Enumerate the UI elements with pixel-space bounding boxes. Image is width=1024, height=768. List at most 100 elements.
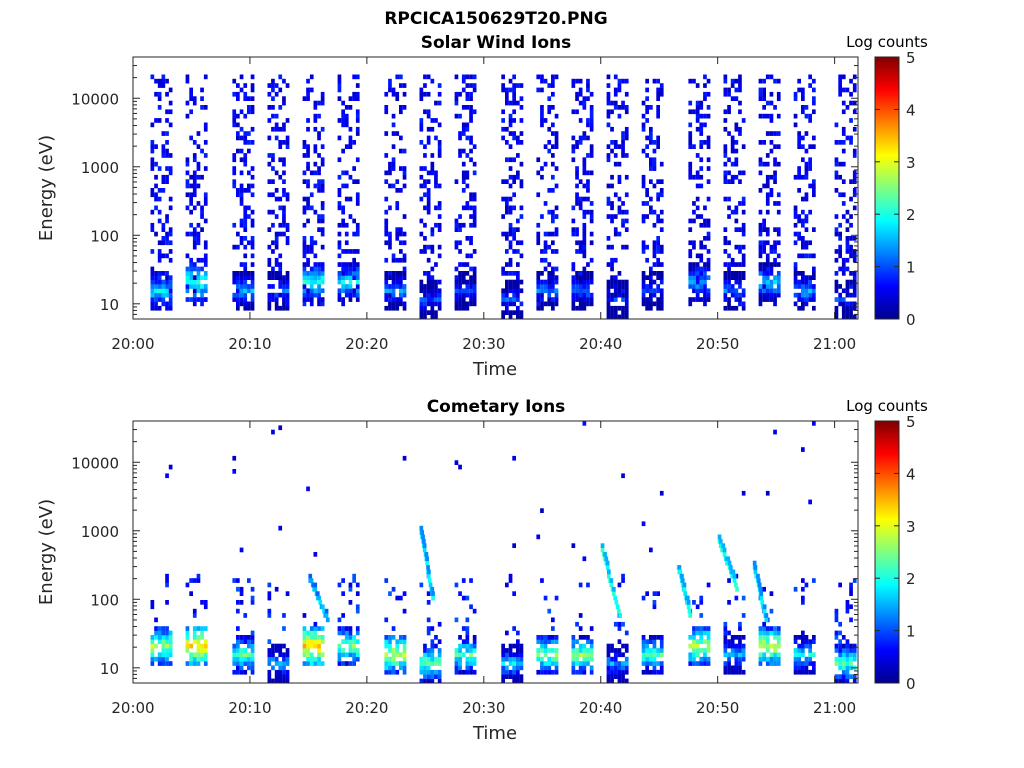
heatmap-cell xyxy=(271,249,275,254)
heatmap-cell xyxy=(236,292,240,298)
colorbar-title: Log counts xyxy=(846,397,928,415)
heatmap-cell xyxy=(501,669,505,675)
heatmap-cell xyxy=(586,196,590,202)
heatmap-cell xyxy=(271,126,275,132)
heatmap-cell xyxy=(388,635,392,640)
x-tick-label: 20:30 xyxy=(462,335,505,353)
heatmap-cell xyxy=(659,301,664,307)
heatmap-cell xyxy=(236,586,240,592)
heatmap-cell xyxy=(695,630,700,636)
heatmap-cell xyxy=(617,174,622,180)
heatmap-cell xyxy=(399,639,403,644)
heatmap-cell xyxy=(571,292,576,298)
heatmap-cell xyxy=(801,240,805,246)
heatmap-cell xyxy=(610,214,614,219)
heatmap-cell xyxy=(250,639,255,644)
heatmap-cell xyxy=(762,639,766,644)
heatmap-cell xyxy=(762,292,766,298)
heatmap-cell xyxy=(586,656,590,662)
heatmap-cell xyxy=(469,91,473,97)
colorbar-tick-label: 4 xyxy=(906,101,916,119)
heatmap-cell xyxy=(189,266,193,272)
heatmap-cell xyxy=(434,100,438,106)
heatmap-cell xyxy=(659,192,664,198)
heatmap-cell xyxy=(699,131,704,136)
heatmap-cell xyxy=(426,301,431,307)
heatmap-cell xyxy=(849,244,853,250)
heatmap-cell xyxy=(267,292,272,298)
heatmap-cell xyxy=(437,91,442,97)
heatmap-cell xyxy=(699,166,704,171)
heatmap-cell xyxy=(589,665,594,671)
heatmap-cell xyxy=(801,135,805,141)
heatmap-cell xyxy=(645,661,649,666)
heatmap-cell xyxy=(703,113,707,119)
heatmap-cell xyxy=(341,613,345,618)
heatmap-cell xyxy=(617,113,622,119)
heatmap-cell xyxy=(738,284,742,289)
heatmap-cell xyxy=(606,643,611,649)
heatmap-cell xyxy=(801,643,805,649)
heatmap-cell xyxy=(395,201,400,206)
heatmap-cell xyxy=(352,578,356,583)
heatmap-cell xyxy=(348,96,353,101)
heatmap-cell xyxy=(472,297,477,302)
heatmap-cell xyxy=(236,271,240,276)
heatmap-cell xyxy=(804,253,809,259)
heatmap-cell xyxy=(624,218,629,224)
heatmap-cell xyxy=(423,292,427,298)
heatmap-cell xyxy=(797,174,801,180)
heatmap-cell xyxy=(157,91,162,97)
heatmap-cell xyxy=(621,578,625,583)
heatmap-cell xyxy=(812,669,816,675)
heatmap-cell xyxy=(465,661,470,666)
heatmap-cell xyxy=(402,608,407,614)
heatmap-cell xyxy=(472,161,477,167)
heatmap-cell xyxy=(427,569,431,575)
heatmap-cell xyxy=(769,297,774,302)
heatmap-cell xyxy=(512,135,516,141)
heatmap-cell xyxy=(157,630,162,636)
heatmap-cell xyxy=(203,196,208,202)
heatmap-cell xyxy=(617,105,622,110)
heatmap-cell xyxy=(203,240,208,246)
heatmap-cell xyxy=(762,608,767,614)
heatmap-cell xyxy=(508,674,513,679)
heatmap-cell xyxy=(741,301,746,307)
heatmap-cell xyxy=(505,100,509,106)
heatmap-cell xyxy=(150,209,155,215)
heatmap-cell xyxy=(703,74,707,80)
heatmap-cell xyxy=(274,586,279,592)
heatmap-cell xyxy=(324,613,329,618)
heatmap-cell xyxy=(469,140,473,145)
heatmap-cell xyxy=(232,292,237,298)
heatmap-cell xyxy=(727,262,731,267)
heatmap-cell xyxy=(812,100,816,106)
heatmap-cell xyxy=(341,591,345,596)
heatmap-cell xyxy=(812,665,816,671)
heatmap-cell xyxy=(402,656,407,662)
heatmap-cell xyxy=(706,135,711,141)
heatmap-cell xyxy=(458,153,462,158)
heatmap-cell xyxy=(688,643,693,649)
heatmap-cell xyxy=(734,87,739,93)
heatmap-cell xyxy=(656,297,660,302)
heatmap-cell xyxy=(706,292,711,298)
heatmap-cell xyxy=(250,284,255,289)
heatmap-cell xyxy=(727,131,731,136)
heatmap-cell xyxy=(621,105,625,110)
heatmap-cell xyxy=(738,271,742,276)
heatmap-cell xyxy=(437,674,442,679)
heatmap-cell xyxy=(613,314,618,320)
heatmap-cell xyxy=(302,222,307,228)
heatmap-cell xyxy=(320,297,325,302)
heatmap-cell xyxy=(589,656,594,662)
heatmap-cell xyxy=(355,284,360,289)
heatmap-cell xyxy=(554,279,559,285)
heatmap-cell xyxy=(621,621,625,627)
heatmap-cell xyxy=(808,113,812,119)
heatmap-cell xyxy=(723,161,728,167)
heatmap-cell xyxy=(838,266,842,272)
heatmap-cell xyxy=(317,170,321,176)
heatmap-cell xyxy=(306,183,310,189)
